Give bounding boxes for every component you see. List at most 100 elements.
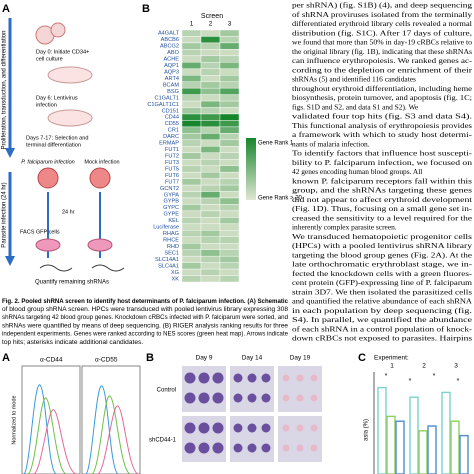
arrow-head [5, 148, 15, 158]
heat-cell [181, 217, 202, 225]
gene-label: XG [171, 270, 179, 276]
heat-cell [219, 36, 240, 44]
gene-label: SEC1 [164, 250, 179, 256]
caption-line: top hits; asterisks indicate additional … [2, 339, 143, 346]
heat-cell [219, 268, 240, 276]
histogram [33, 409, 77, 474]
gene-label: ACHE [163, 57, 179, 63]
arrow-head [5, 256, 15, 266]
experiment-number: 2 [422, 363, 426, 370]
heat-cell [181, 197, 202, 205]
caption-line: Fig. 2. Pooled shRNA screen to identify … [2, 298, 288, 305]
heat-cell [219, 49, 240, 57]
screen-header: Screen [201, 13, 223, 20]
cell [247, 423, 257, 433]
caption-line: of blood group shRNA screen. HPCs were t… [2, 306, 288, 313]
y-label: Normalized to mode [11, 395, 17, 444]
body-line: We transduced hematopoietic progenitor c… [292, 232, 472, 241]
significance: * [385, 373, 388, 380]
heat-cell [181, 68, 202, 76]
cell [282, 424, 290, 432]
panel-label: B [142, 3, 150, 15]
heat-cell [181, 152, 202, 160]
heat-cell [219, 120, 240, 128]
micrograph [278, 416, 322, 462]
body-line: known P. falciparum receptors fall withi… [292, 176, 472, 185]
heat-cell [181, 262, 202, 270]
heat-cell [181, 49, 202, 57]
gene-label: CD44 [165, 115, 179, 121]
heat-cell [200, 55, 221, 63]
gene-label: ART4 [165, 76, 179, 82]
heat-cell [181, 184, 202, 192]
body-line: (Fig. 1D). Thus, focusing on a small gen… [292, 204, 473, 213]
legend-low: Gene Rank > 20 [258, 196, 303, 202]
heat-cell [219, 42, 240, 50]
heat-cell [181, 36, 202, 44]
body-line: of each shRNA in a control population of… [292, 324, 473, 333]
gene-label: GYPE [163, 212, 179, 218]
heat-cell [219, 152, 240, 160]
cell [184, 422, 196, 434]
cell [212, 392, 224, 404]
step-label: Days 7-17: Selection and [26, 135, 89, 141]
y-label: asia (%) [364, 419, 370, 441]
heat-cell [200, 113, 221, 121]
heat-cell [200, 126, 221, 134]
gene-label: AQP3 [164, 69, 179, 75]
heat-cell [181, 126, 202, 134]
heat-cell [200, 275, 221, 283]
heat-cell [219, 159, 240, 166]
heat-cell [219, 68, 240, 76]
histogram [85, 385, 119, 474]
cell [233, 393, 243, 403]
heat-cell [200, 249, 221, 257]
heat-cell [219, 243, 240, 250]
legend-gradient [246, 138, 256, 200]
experiment-number: 1 [390, 363, 394, 370]
heat-cell [181, 133, 202, 141]
gene-label: FUT2 [165, 153, 179, 159]
quantify-label: Quantify remaining shRNAs [35, 280, 109, 286]
body-line: biosynthesis, protein turnover, and apop… [292, 93, 472, 102]
mock-label: Mock infection [84, 159, 119, 165]
schematic [5, 18, 125, 272]
heat-cell [200, 262, 221, 270]
gene-label: BCAM [163, 82, 180, 88]
experiment-label: Experiment: [374, 355, 409, 362]
day-label: Day 19 [290, 355, 311, 362]
day-label: Day 14 [242, 355, 263, 362]
gene-label: GYPC [163, 205, 179, 211]
heat-cell [200, 75, 221, 82]
heat-cell [219, 62, 240, 69]
time-label: 24 hr [62, 209, 75, 215]
heat-cell [181, 178, 202, 186]
marker-label: α-CD55 [95, 357, 118, 364]
gene-label: FUT6 [165, 173, 179, 179]
screen-label: 2 [209, 21, 213, 28]
gene-label: FUT5 [165, 166, 179, 172]
cell [296, 424, 304, 432]
day-label: Day 9 [196, 355, 213, 362]
heat-cell [200, 42, 221, 50]
heat-cell [181, 29, 202, 37]
heat-cell [181, 146, 202, 153]
heat-cell [219, 75, 240, 82]
body-line: figs. S1D and S2, and data S1 and S2). W… [292, 102, 419, 111]
heat-cell [181, 94, 202, 102]
heat-cell [181, 113, 202, 121]
body-line: did not appear to affect erythroid devel… [292, 195, 473, 204]
step-label: Day 6: Lentivirus [36, 95, 78, 101]
body-line: targeting the blood group genes (Fig. 2A… [292, 250, 473, 259]
heat-cell [219, 126, 240, 134]
heat-cell [200, 68, 221, 76]
gene-label: A4GALT [158, 31, 180, 37]
micrograph [230, 366, 274, 412]
body-line: (HPCs) with a pooled lentivirus shRNA li… [292, 241, 472, 250]
heat-cell [219, 236, 240, 244]
rna [39, 264, 73, 272]
histogram [97, 405, 139, 474]
cell [282, 444, 290, 452]
heat-cell [181, 255, 202, 263]
